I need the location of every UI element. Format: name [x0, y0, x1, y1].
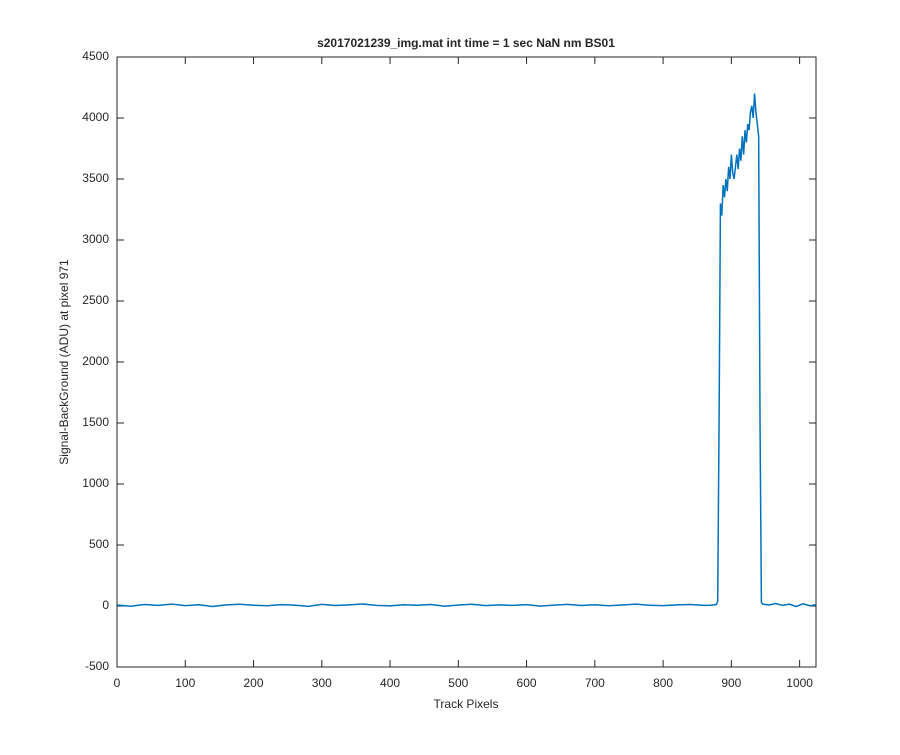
- y-tick-label: -500: [85, 659, 109, 673]
- x-tick-label: 0: [114, 676, 121, 690]
- x-tick-label: 200: [244, 676, 264, 690]
- x-tick-label: 800: [653, 676, 673, 690]
- x-tick-label: 900: [721, 676, 741, 690]
- x-tick-label: 600: [517, 676, 537, 690]
- data-line: [116, 93, 817, 608]
- x-tick-label: 100: [175, 676, 195, 690]
- x-tick-label: 500: [448, 676, 468, 690]
- chart-title: s2017021239_img.mat int time = 1 sec NaN…: [317, 36, 615, 50]
- y-tick-label: 2000: [82, 354, 109, 368]
- x-axis-label: Track Pixels: [434, 697, 499, 711]
- x-tick-label: 700: [585, 676, 605, 690]
- y-tick-label: 2500: [82, 293, 109, 307]
- y-tick-label: 3000: [82, 232, 109, 246]
- y-tick-label: 1500: [82, 415, 109, 429]
- y-tick-label: 0: [102, 598, 109, 612]
- x-tick-label: 300: [312, 676, 332, 690]
- y-axis-label: Signal-BackGround (ADU) at pixel 971: [57, 259, 71, 465]
- x-tick-label: 400: [380, 676, 400, 690]
- y-tick-label: 4000: [82, 110, 109, 124]
- y-tick-label: 500: [89, 537, 109, 551]
- x-tick-label: 1000: [786, 676, 813, 690]
- y-tick-label: 4500: [82, 49, 109, 63]
- y-tick-label: 1000: [82, 476, 109, 490]
- y-tick-label: 3500: [82, 171, 109, 185]
